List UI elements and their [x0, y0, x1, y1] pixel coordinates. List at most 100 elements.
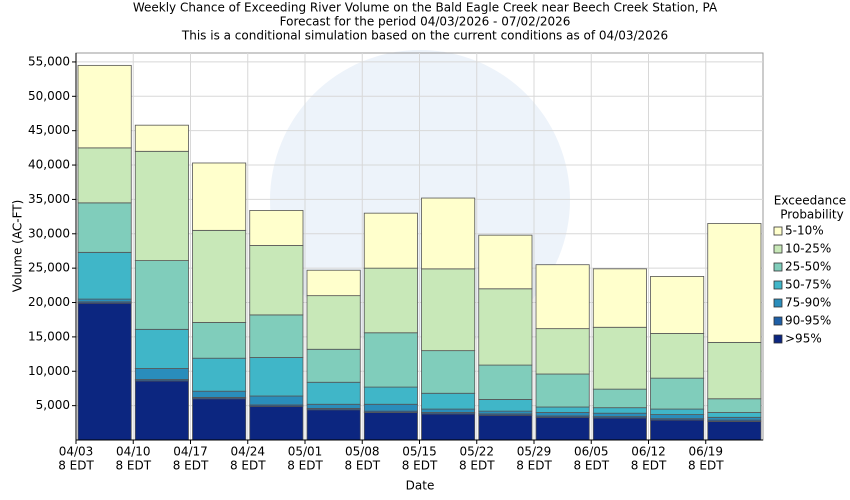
bar-segment [707, 412, 762, 418]
bar-segment [134, 328, 189, 369]
x-tick-label: 06/05 [574, 445, 609, 459]
bar-segment [535, 328, 590, 375]
bar-segment [421, 197, 476, 270]
bar-segment [134, 380, 189, 441]
y-axis-label: Volume (AC-FT) [11, 200, 25, 293]
legend-label: >95% [785, 332, 822, 346]
bar-segment [535, 416, 590, 441]
y-tick-label: 15,000 [28, 329, 70, 343]
bar-segment [707, 398, 762, 413]
bar-segment [77, 302, 132, 441]
bar-segment [192, 229, 247, 323]
bar-segment [650, 408, 705, 415]
bar-segment [192, 398, 247, 441]
legend-swatch [773, 262, 783, 272]
bar-segment [249, 395, 304, 406]
legend-label: 50-75% [785, 278, 831, 292]
bar-segment [421, 350, 476, 394]
bar-segment [421, 392, 476, 410]
bar-segment [134, 368, 189, 380]
bar-segment [650, 419, 705, 441]
x-tick-label: 05/22 [459, 445, 494, 459]
bar-segment [306, 403, 361, 409]
bar-segment [592, 412, 647, 418]
bar-segment [134, 150, 189, 261]
x-tick-label: 06/12 [631, 445, 666, 459]
y-tick-label: 50,000 [28, 89, 70, 103]
bar-segment [249, 357, 304, 397]
bar-segment [77, 64, 132, 149]
x-tick-label: 06/19 [688, 445, 723, 459]
bar-segment [306, 269, 361, 297]
y-tick-label: 45,000 [28, 123, 70, 137]
bar-segment [192, 390, 247, 398]
legend-label: 90-95% [785, 314, 831, 328]
bar-segment [707, 223, 762, 343]
bar-segment [192, 162, 247, 231]
bar-segment [192, 357, 247, 392]
bar-segment [650, 276, 705, 334]
chart-title: Weekly Chance of Exceeding River Volume … [133, 1, 718, 15]
bar-segment [363, 212, 418, 269]
legend-label: 75-90% [785, 296, 831, 310]
y-tick-label: 10,000 [28, 364, 70, 378]
x-tick-label: 04/10 [116, 445, 151, 459]
bar-segment [249, 405, 304, 441]
chart-subtitle: This is a conditional simulation based o… [181, 29, 668, 43]
bar-segment [363, 332, 418, 388]
legend-swatch [773, 244, 783, 254]
x-tick-sublabel: 8 EDT [573, 459, 609, 473]
bar-segment [535, 264, 590, 330]
x-tick-label: 04/24 [230, 445, 265, 459]
legend-title: Probability [780, 208, 843, 222]
x-tick-sublabel: 8 EDT [631, 459, 667, 473]
bar-segment [650, 414, 705, 420]
y-tick-label: 25,000 [28, 261, 70, 275]
legend-swatch [773, 334, 783, 344]
x-axis-label: Date [406, 479, 435, 493]
bar-segment [134, 124, 189, 152]
y-tick-label: 20,000 [28, 295, 70, 309]
x-tick-sublabel: 8 EDT [287, 459, 323, 473]
chart-subtitle: Forecast for the period 04/03/2026 - 07/… [280, 15, 571, 29]
legend-title: Exceedance [774, 194, 846, 208]
bar-segment [650, 377, 705, 410]
bar-segment [478, 234, 533, 290]
bar-segment [363, 412, 418, 441]
x-tick-sublabel: 8 EDT [58, 459, 94, 473]
bar-segment [535, 406, 590, 413]
legend-swatch [773, 226, 783, 236]
x-tick-sublabel: 8 EDT [344, 459, 380, 473]
legend-swatch [773, 316, 783, 326]
x-tick-sublabel: 8 EDT [688, 459, 724, 473]
x-tick-label: 05/29 [517, 445, 552, 459]
x-tick-label: 04/17 [173, 445, 208, 459]
bar-segment [707, 416, 762, 421]
bar-segment [707, 421, 762, 441]
bar-segment [249, 314, 304, 358]
bar-segment [363, 267, 418, 334]
legend-swatch [773, 280, 783, 290]
x-tick-label: 05/01 [288, 445, 323, 459]
bar-segment [478, 364, 533, 400]
bar-segment [306, 381, 361, 405]
bar-segment [421, 413, 476, 441]
legend-label: 25-50% [785, 260, 831, 274]
legend-label: 10-25% [785, 242, 831, 256]
y-tick-label: 55,000 [28, 54, 70, 68]
y-tick-label: 30,000 [28, 226, 70, 240]
y-tick-label: 5,000 [36, 398, 70, 412]
x-tick-label: 05/08 [345, 445, 380, 459]
legend-swatch [773, 298, 783, 308]
bar-segment [249, 210, 304, 246]
bar-segment [707, 341, 762, 400]
bar-segment [478, 410, 533, 415]
bar-segment [478, 288, 533, 366]
bar-segment [535, 412, 590, 417]
x-tick-sublabel: 8 EDT [173, 459, 209, 473]
bar-segment [421, 408, 476, 413]
x-tick-sublabel: 8 EDT [230, 459, 266, 473]
bar-segment [478, 399, 533, 412]
bar-segment [650, 333, 705, 379]
